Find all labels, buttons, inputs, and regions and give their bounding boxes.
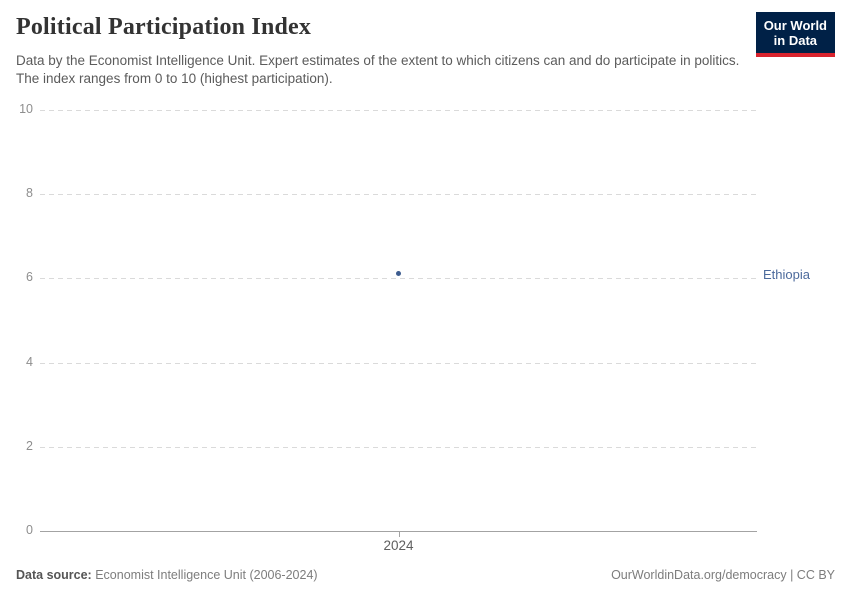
gridline	[40, 110, 757, 111]
y-axis-tick-label: 8	[26, 186, 33, 201]
y-axis-tick-label: 10	[19, 102, 33, 116]
entity-label-ethiopia[interactable]: Ethiopia	[763, 266, 810, 282]
data-source: Data source: Economist Intelligence Unit…	[16, 568, 318, 582]
chart-subtitle: Data by the Economist Intelligence Unit.…	[16, 53, 740, 86]
chart-footer: Data source: Economist Intelligence Unit…	[16, 568, 835, 582]
x-axis-tick	[398, 532, 400, 537]
chart-title: Political Participation Index	[16, 14, 312, 40]
data-source-label: Data source:	[16, 568, 92, 582]
data-source-text: Economist Intelligence Unit (2006-2024)	[91, 568, 318, 582]
owid-logo[interactable]: Our World in Data	[755, 12, 835, 57]
footer-link[interactable]: OurWorldinData.org/democracy | CC BY	[611, 568, 835, 582]
gridline	[40, 446, 757, 448]
gridline	[40, 194, 757, 196]
y-axis-tick-label: 6	[26, 270, 33, 285]
x-axis-line	[40, 531, 757, 532]
y-axis-tick-label: 0	[26, 523, 33, 537]
gridline	[40, 362, 757, 364]
owid-logo-line1: Our World	[763, 18, 827, 33]
y-axis-tick-label: 4	[26, 354, 33, 369]
y-axis-tick-label: 2	[26, 438, 33, 453]
owid-logo-line2: in Data	[773, 33, 818, 48]
x-axis-tick-label: 2024	[383, 538, 414, 553]
data-point-ethiopia[interactable]	[396, 271, 401, 277]
gridline	[40, 278, 757, 280]
